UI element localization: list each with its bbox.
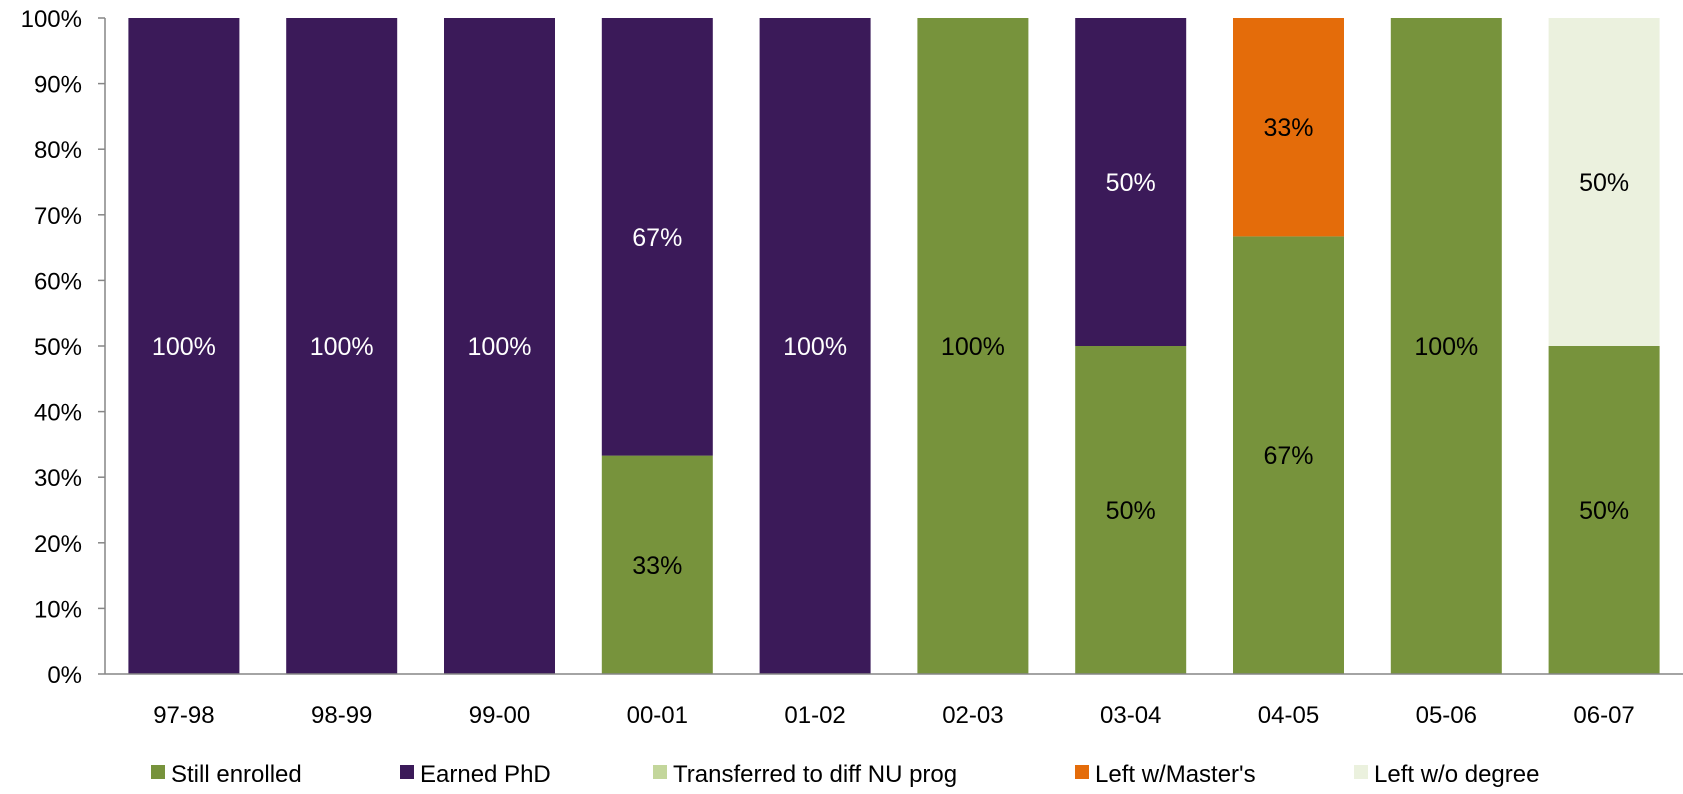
x-tick-label: 00-01 [627,702,688,729]
x-tick-label: 97-98 [153,702,214,729]
data-label: 100% [152,333,216,361]
y-tick-label: 30% [34,465,82,492]
legend-swatch [653,765,667,779]
x-tick-label: 05-06 [1416,702,1477,729]
data-label: 50% [1106,497,1156,525]
data-label: 50% [1106,169,1156,197]
legend-label: Earned PhD [420,761,551,788]
data-label: 67% [1263,442,1313,470]
bar-segment [444,18,555,674]
data-label: 100% [468,333,532,361]
y-tick-label: 60% [34,268,82,295]
x-tick-label: 98-99 [311,702,372,729]
y-tick-label: 40% [34,400,82,427]
y-tick-label: 10% [34,596,82,623]
y-tick-label: 20% [34,531,82,558]
x-tick-label: 03-04 [1100,702,1161,729]
bar-segment [1548,18,1660,346]
x-tick-label: 99-00 [469,702,530,729]
bar-segment [1548,346,1660,674]
legend-label: Left w/o degree [1374,761,1539,788]
bar-segment [601,455,713,674]
bar-segment [128,18,240,674]
bar-segment [601,18,713,456]
bar-segment [1390,18,1502,674]
bar-segment [1075,346,1187,674]
legend-swatch [400,765,414,779]
y-tick-label: 90% [34,72,82,99]
data-label: 100% [941,333,1005,361]
legend-label: Transferred to diff NU prog [673,761,957,788]
x-tick-label: 04-05 [1258,702,1319,729]
bar-segment [1075,18,1187,346]
legend-swatch [1354,765,1368,779]
data-label: 50% [1579,169,1629,197]
data-label: 33% [1263,114,1313,142]
y-tick-label: 80% [34,137,82,164]
bar-segment [1233,236,1344,674]
legend-label: Left w/Master's [1095,761,1256,788]
bar-segment [917,18,1029,674]
bar-segment [759,18,871,674]
data-label: 67% [632,224,682,252]
y-tick-label: 70% [34,203,82,230]
data-label: 50% [1579,497,1629,525]
legend-swatch [1075,765,1089,779]
data-label: 100% [783,333,847,361]
y-tick-label: 100% [21,6,82,33]
legend-swatch [151,765,165,779]
y-tick-label: 0% [47,662,82,689]
data-label: 100% [310,333,374,361]
x-tick-label: 02-03 [942,702,1003,729]
y-tick-label: 50% [34,334,82,361]
x-tick-label: 06-07 [1573,702,1634,729]
legend-label: Still enrolled [171,761,302,788]
bar-segment [1233,18,1344,237]
bar-segment [286,18,398,674]
data-label: 100% [1414,333,1478,361]
data-label: 33% [632,552,682,580]
x-tick-label: 01-02 [784,702,845,729]
